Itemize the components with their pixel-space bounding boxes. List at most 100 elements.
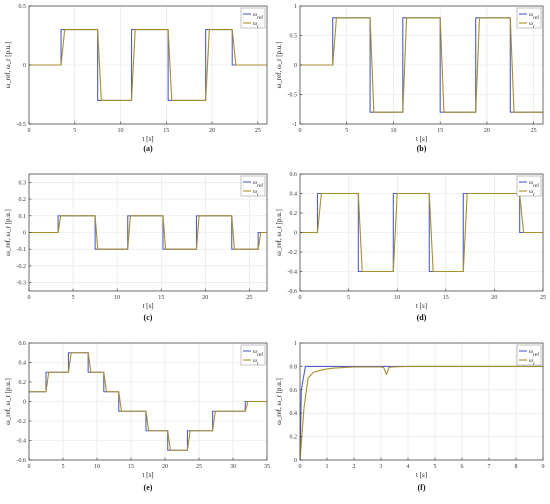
x-tick-label: 25 [255,128,261,134]
x-tick-label: 20 [491,295,497,301]
subplot-c: 0 5 10 15 20 25 -0.3 -0.2 -0.1 0 0.1 0.2 0.3 t [s] ω_r… [4,173,268,322]
plot-area [300,343,543,460]
x-tick-label: 30 [230,464,236,470]
series-line-omega-r [299,365,543,461]
x-tick-label: 10 [94,464,100,470]
y-tick-label: -0.2 [17,264,27,270]
y-tick-label: -0.2 [288,250,298,256]
x-tick-label: 10 [118,128,124,134]
x-tick-label: 25 [246,295,252,301]
y-tick-label: -0.4 [288,270,298,276]
x-tick-label: 2 [353,464,356,470]
y-tick-label: 0.5 [290,34,298,40]
y-tick-label: 0.2 [290,435,298,441]
x-tick-label: 3 [380,464,383,470]
x-axis-label: t [s] [142,135,153,143]
x-tick-label: 10 [390,128,396,134]
legend-label: ωr [253,189,259,198]
y-tick-label: 0 [294,231,297,237]
subplot-d: 0 5 10 15 20 25 -0.6 -0.4 -0.2 0 0.2 0.4 0.6 t [s] ω_r… [275,172,546,322]
x-tick-label: 5 [72,295,75,301]
subplot-caption: (d) [417,313,427,322]
series-line-omega-r [300,192,543,273]
x-tick-label: 0 [28,128,31,134]
y-axis-label: ω_ref, ω_r [p.u.] [275,209,283,256]
y-tick-label: 0.1 [19,214,27,220]
x-axis-label: t [s] [416,471,427,479]
x-tick-label: 5 [345,128,348,134]
axes-frame [299,342,544,461]
y-tick-label: 0 [294,458,297,464]
x-tick-label: 0 [28,464,31,470]
y-axis-label: ω_ref, ω_r [p.u.] [4,378,12,425]
legend-label: ωref [253,180,263,189]
y-tick-label: 1 [294,341,297,347]
x-tick-label: 20 [484,128,490,134]
x-tick-label: 25 [531,128,537,134]
x-axis-label: t [s] [416,302,427,310]
y-tick-label: 0 [23,400,26,406]
y-tick-label: 0.6 [19,341,27,347]
series-line-omega-r [29,215,267,250]
y-tick-label: -1 [292,122,297,128]
x-tick-label: 0 [299,295,302,301]
x-axis-label: t [s] [142,302,153,310]
y-tick-label: 0.6 [290,172,298,178]
y-tick-label: -0.1 [17,247,27,253]
series-line-omega-r [29,352,267,451]
x-tick-label: 8 [515,464,518,470]
x-tick-label: 4 [407,464,410,470]
x-tick-label: 5 [73,128,76,134]
y-tick-label: 0.6 [290,388,298,394]
y-tick-label: 0.2 [290,211,298,217]
x-tick-label: 9 [542,464,545,470]
legend-label: ωref [253,12,263,21]
x-tick-label: 15 [163,128,169,134]
x-axis-label: t [s] [142,471,153,479]
legend-label: ωr [253,21,259,30]
x-tick-label: 7 [488,464,491,470]
legend-label: ωref [253,349,263,358]
y-tick-label: 0.3 [19,180,27,186]
subplot-caption: (e) [144,483,153,492]
subplot-caption: (f) [418,483,426,492]
subplot-a: 0 5 10 15 20 25-0.500.5t [s]ω_ref, ω_r [p.u.]… [4,4,268,153]
x-tick-label: 6 [461,464,464,470]
series-line-omega-r [29,29,267,101]
x-tick-label: 0 [28,295,31,301]
x-tick-label: 1 [326,464,329,470]
legend-label: ωr [529,21,535,30]
y-axis-label: ω_ref, ω_r [p.u.] [275,378,283,425]
x-tick-label: 10 [394,295,400,301]
x-tick-label: 20 [162,464,168,470]
x-tick-label: 25 [196,464,202,470]
subplot-b: 0 5 10 15 20 25 -1 -0.5 0 0.5 1 t [s] ω_ref, ω_r [p.… [275,4,544,153]
legend-label: ωref [529,180,539,189]
x-tick-label: 10 [114,295,120,301]
y-tick-label: 0.2 [19,197,27,203]
x-axis-label: t [s] [416,135,427,143]
legend-label: ωr [529,358,535,367]
x-tick-label: 0 [299,128,302,134]
x-tick-label: 15 [158,295,164,301]
subplot-caption: (c) [144,313,153,322]
x-tick-label: 5 [434,464,437,470]
y-tick-label: -0.3 [17,281,27,287]
x-tick-label: 5 [347,295,350,301]
x-tick-label: 35 [264,464,270,470]
y-tick-label: 0.4 [290,411,298,417]
y-tick-label: -0.4 [17,439,27,445]
y-tick-label: -0.5 [17,122,27,128]
y-tick-label: -0.2 [17,419,27,425]
x-tick-label: 15 [443,295,449,301]
y-tick-label: 0.8 [290,364,298,370]
y-tick-label: 0 [294,63,297,69]
y-tick-label: 0.2 [19,380,27,386]
legend-label: ωr [529,189,535,198]
